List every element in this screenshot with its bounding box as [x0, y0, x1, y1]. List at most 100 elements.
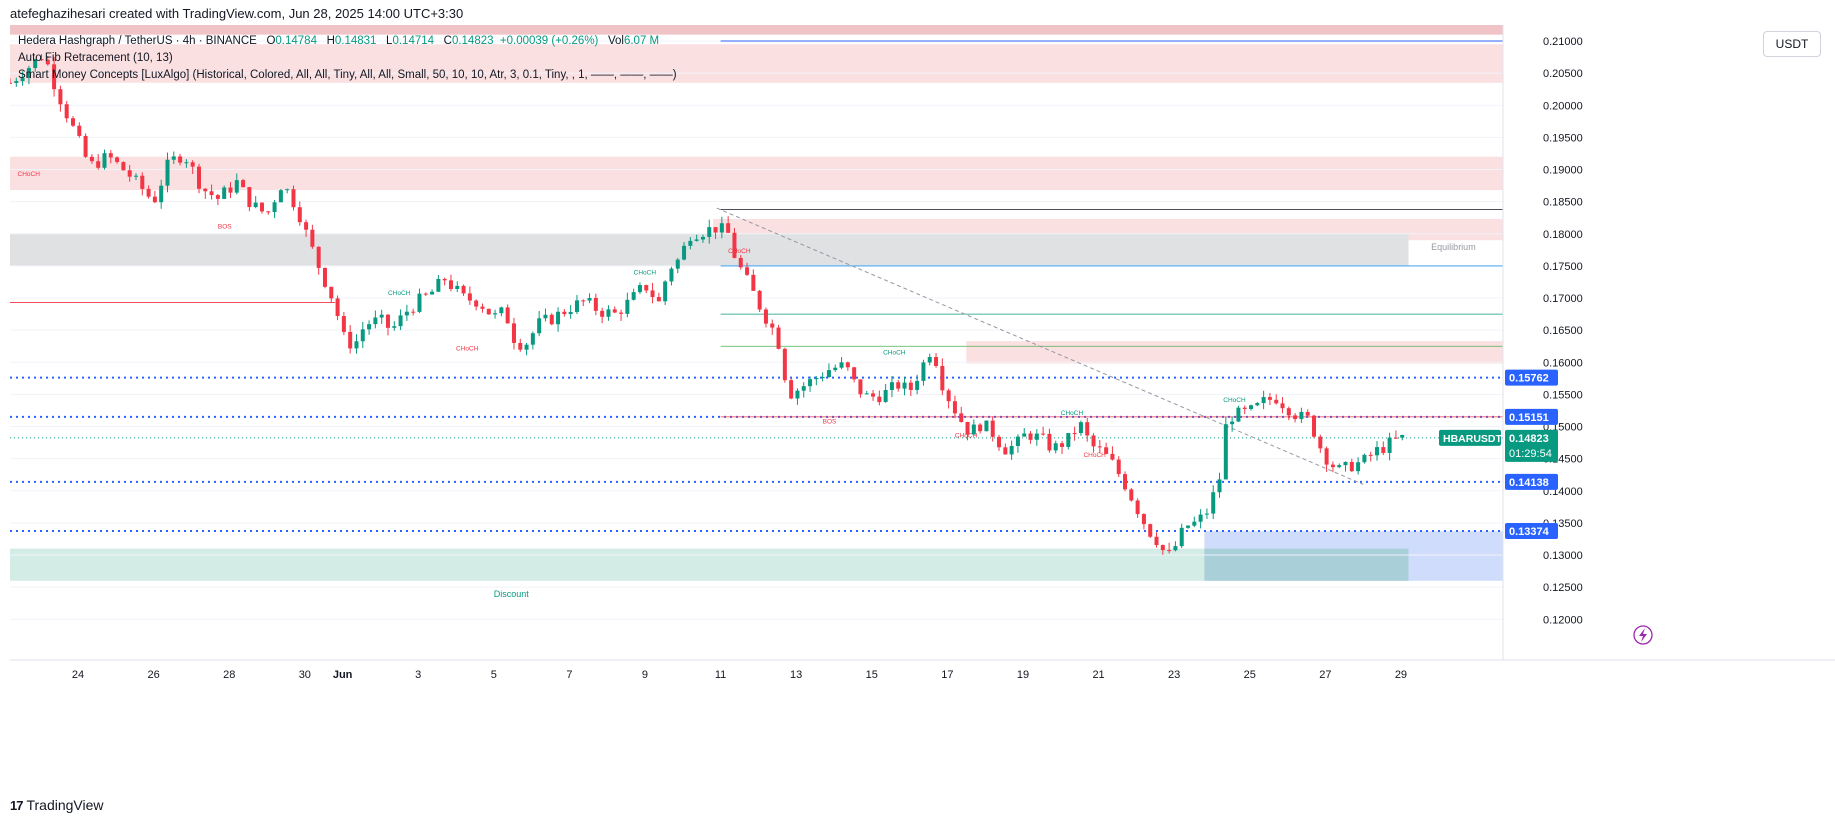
candle-down — [121, 162, 126, 171]
annotation-label: CHoCH — [1083, 452, 1106, 459]
candle-down — [486, 308, 491, 315]
candle-down — [1330, 464, 1335, 468]
candle-up — [20, 78, 25, 82]
candle-down — [1274, 399, 1279, 404]
candle-up — [537, 318, 542, 334]
candle-up — [1362, 454, 1367, 463]
candle-down — [203, 188, 208, 192]
annotation-label: CHoCH — [955, 432, 978, 439]
chart-area[interactable]: CHoCH BOS CHoCH CHoCH CHoCH CHoCH CHoCH BOS CHoC… — [8, 25, 1835, 790]
candle-up — [864, 393, 869, 395]
candle-up — [499, 307, 504, 314]
price-tag-label: 0.14138 — [1509, 477, 1549, 489]
candle-down — [329, 286, 334, 299]
candle-down — [70, 118, 75, 126]
x-tick-label: 7 — [566, 669, 572, 681]
candle-down — [940, 365, 945, 391]
candle-up — [1223, 424, 1228, 480]
candle-down — [908, 382, 913, 390]
x-tick-label: 23 — [1168, 669, 1180, 681]
lightning-bolt-icon — [1639, 628, 1647, 642]
legend-symbol[interactable]: Hedera Hashgraph / TetherUS · 4h · BINAN… — [18, 35, 257, 47]
candle-up — [1053, 443, 1058, 451]
candle-down — [1110, 453, 1115, 460]
candle-down — [593, 297, 598, 311]
candle-down — [1160, 545, 1165, 551]
candle-down — [1293, 415, 1298, 420]
candle-up — [373, 317, 378, 325]
candle-down — [1116, 459, 1121, 475]
candle-down — [770, 323, 775, 328]
candle-up — [1192, 521, 1197, 526]
symbol-tag — [1439, 429, 1501, 446]
chart-credit: atefeghazihesari created with TradingVie… — [10, 6, 464, 21]
candle-up — [921, 362, 926, 381]
candle-down — [934, 357, 939, 366]
y-tick-label: 0.13000 — [1543, 550, 1583, 562]
candle-up — [902, 382, 907, 389]
tradingview-logo[interactable]: 17 TradingView — [10, 797, 104, 813]
candle-up — [1230, 421, 1235, 425]
candle-up — [1066, 433, 1071, 447]
y-tick-label: 0.19500 — [1543, 132, 1583, 144]
candle-up — [278, 190, 283, 203]
legend-ohlc-row[interactable]: Hedera Hashgraph / TetherUS · 4h · BINAN… — [18, 33, 677, 50]
candle-up — [801, 386, 806, 391]
candle-down — [858, 379, 863, 395]
candle-down — [411, 311, 416, 313]
candle-up — [889, 382, 894, 390]
candle-up — [379, 314, 384, 318]
candle-up — [808, 379, 813, 387]
y-tick-label: 0.17000 — [1543, 293, 1583, 305]
candle-down — [959, 413, 964, 422]
candle-up — [493, 313, 498, 315]
candle-up — [795, 390, 800, 399]
candle-down — [1141, 514, 1146, 525]
x-tick-label: 27 — [1319, 669, 1331, 681]
candle-down — [505, 307, 510, 324]
candle-down — [83, 135, 88, 157]
candle-down — [845, 362, 850, 368]
candle-down — [259, 202, 264, 212]
x-tick-label: 19 — [1017, 669, 1029, 681]
legend-indicator-fib[interactable]: Auto Fib Retracement (10, 13) — [18, 52, 173, 64]
candle-down — [480, 306, 485, 309]
candle-down — [1129, 489, 1134, 501]
candle-up — [1375, 447, 1380, 456]
candle-up — [688, 240, 693, 246]
y-tick-label: 0.16500 — [1543, 325, 1583, 337]
candle-up — [133, 175, 138, 177]
candle-up — [417, 293, 422, 312]
candle-down — [511, 323, 516, 343]
candle-down — [461, 285, 466, 294]
supply-zone-2 — [10, 156, 1503, 191]
candle-up — [285, 189, 290, 191]
candle-up — [1249, 405, 1254, 409]
candle-down — [1368, 454, 1373, 456]
candle-up — [1022, 433, 1027, 437]
candle-down — [1154, 536, 1159, 546]
position-zone-teal — [1204, 548, 1409, 581]
candle-down — [152, 196, 157, 203]
candle-down — [108, 153, 113, 158]
tradingview-logo-icon: 17 — [10, 797, 24, 813]
candle-up — [631, 292, 636, 300]
currency-unit-button[interactable]: USDT — [1763, 31, 1821, 57]
candle-down — [1047, 433, 1052, 451]
candle-down — [1167, 550, 1172, 552]
annotation-label: CHoCH — [634, 269, 657, 276]
candle-down — [738, 257, 743, 268]
candle-up — [1173, 546, 1178, 551]
legend-indicator-smc[interactable]: Smart Money Concepts [LuxAlgo] (Historic… — [18, 69, 677, 81]
candle-down — [39, 59, 44, 61]
y-tick-label: 0.18500 — [1543, 197, 1583, 209]
discount-zone — [10, 548, 1409, 581]
candle-down — [209, 191, 214, 196]
candle-down — [1305, 411, 1310, 416]
candle-up — [675, 259, 680, 269]
current-price-tag — [1505, 429, 1558, 462]
x-tick-label: 28 — [223, 669, 235, 681]
price-chart[interactable]: CHoCH BOS CHoCH CHoCH CHoCH CHoCH CHoCH BOS CHoC… — [8, 25, 1835, 790]
candle-down — [1286, 408, 1291, 416]
candle-up — [682, 245, 687, 260]
